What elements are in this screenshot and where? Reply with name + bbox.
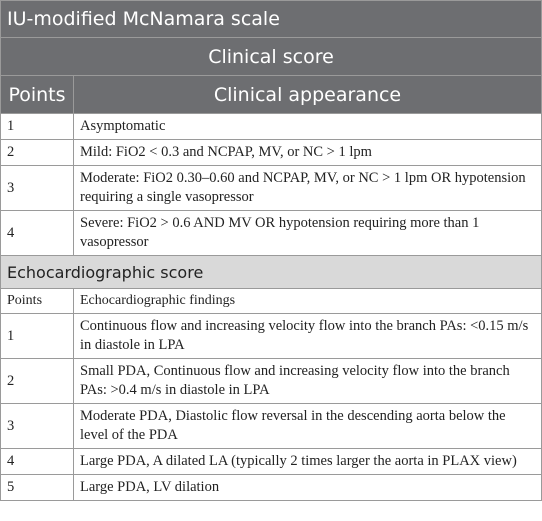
data-row: 5 Large PDA, LV dilation <box>0 474 542 501</box>
scale-table: IU-modified McNamara scale Clinical scor… <box>0 0 542 501</box>
points-cell: 3 <box>0 165 74 211</box>
data-row: 1 Continuous flow and increasing velocity… <box>0 313 542 359</box>
description-cell: Continuous flow and increasing velocity … <box>73 313 542 359</box>
data-row: 3 Moderate: FiO2 0.30–0.60 and NCPAP, MV,… <box>0 165 542 211</box>
title-row: IU-modified McNamara scale <box>0 0 542 38</box>
points-cell: 5 <box>0 474 74 501</box>
section-row: Clinical score <box>0 37 542 76</box>
column-header: Points <box>0 75 74 114</box>
data-row: 2 Mild: FiO2 < 0.3 and NCPAP, MV, or NC >… <box>0 139 542 166</box>
header-row: Points Clinical appearance <box>0 75 542 114</box>
points-cell: 2 <box>0 139 74 166</box>
data-row: 1 Asymptomatic <box>0 113 542 140</box>
description-cell: Moderate PDA, Diastolic flow reversal in… <box>73 403 542 449</box>
description-cell: Small PDA, Continuous flow and increasin… <box>73 358 542 404</box>
data-row: 4 Severe: FiO2 > 0.6 AND MV OR hypotensio… <box>0 210 542 256</box>
column-header: Points <box>0 288 74 314</box>
header-row: Points Echocardiographic findings <box>0 288 542 314</box>
data-row: 4 Large PDA, A dilated LA (typically 2 ti… <box>0 448 542 475</box>
section-title: Echocardiographic score <box>0 255 542 289</box>
table-title: IU-modified McNamara scale <box>0 0 542 38</box>
section-row: Echocardiographic score <box>0 255 542 289</box>
points-cell: 2 <box>0 358 74 404</box>
description-cell: Large PDA, A dilated LA (typically 2 tim… <box>73 448 542 475</box>
points-cell: 4 <box>0 210 74 256</box>
column-header: Echocardiographic findings <box>73 288 542 314</box>
description-cell: Asymptomatic <box>73 113 542 140</box>
description-cell: Severe: FiO2 > 0.6 AND MV OR hypotension… <box>73 210 542 256</box>
data-row: 2 Small PDA, Continuous flow and increasi… <box>0 358 542 404</box>
column-header: Clinical appearance <box>73 75 542 114</box>
points-cell: 1 <box>0 113 74 140</box>
data-row: 3 Moderate PDA, Diastolic flow reversal i… <box>0 403 542 449</box>
description-cell: Moderate: FiO2 0.30–0.60 and NCPAP, MV, … <box>73 165 542 211</box>
description-cell: Mild: FiO2 < 0.3 and NCPAP, MV, or NC > … <box>73 139 542 166</box>
points-cell: 4 <box>0 448 74 475</box>
description-cell: Large PDA, LV dilation <box>73 474 542 501</box>
table-body: IU-modified McNamara scale Clinical scor… <box>0 0 542 501</box>
points-cell: 1 <box>0 313 74 359</box>
section-title: Clinical score <box>0 37 542 76</box>
points-cell: 3 <box>0 403 74 449</box>
